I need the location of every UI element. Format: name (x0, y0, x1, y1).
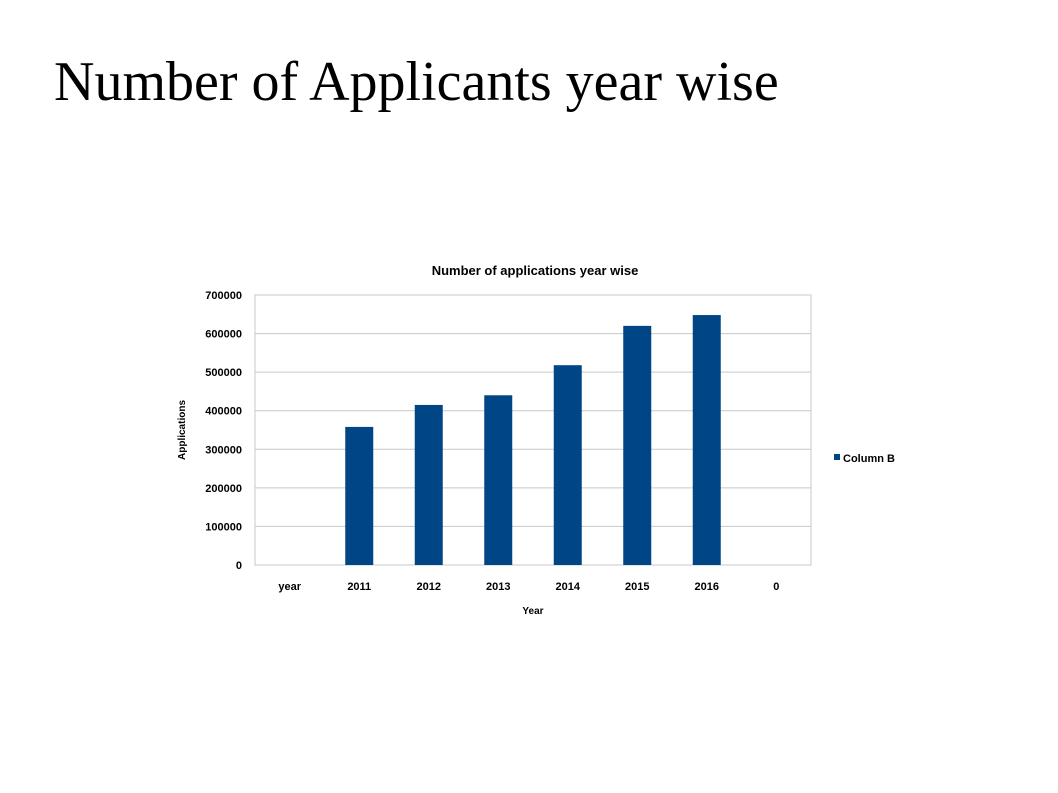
plot-area (254, 294, 812, 566)
y-tick-label: 200000 (205, 483, 242, 495)
y-tick-label: 400000 (205, 406, 242, 418)
y-tick-label: 500000 (205, 367, 242, 379)
x-tick-label: 0 (773, 581, 779, 593)
y-tick-label: 100000 (205, 521, 242, 533)
x-tick-label: 2015 (625, 581, 649, 593)
y-tick-label: 0 (236, 560, 242, 572)
x-tick-label: 2016 (695, 581, 719, 593)
y-axis-title: Applications (177, 400, 188, 460)
x-tick-label: 2013 (486, 581, 510, 593)
x-tick-label: year (278, 581, 301, 593)
x-tick-label: 2012 (417, 581, 441, 593)
x-tick-label: 2014 (556, 581, 581, 593)
legend-swatch (834, 454, 840, 460)
bar-2015 (623, 325, 652, 565)
legend: Column B (834, 453, 895, 465)
slide-title: Number of Applicants year wise (54, 51, 779, 113)
bar-2012 (414, 404, 443, 565)
bar-2011 (345, 426, 374, 565)
x-axis-title: Year (522, 606, 543, 617)
bars (345, 315, 721, 565)
chart-title: Number of applications year wise (432, 263, 639, 278)
x-tick-label: 2011 (347, 581, 371, 593)
y-tick-label: 600000 (205, 329, 242, 341)
bar-2016 (692, 315, 721, 565)
y-tick-label: 700000 (205, 290, 242, 302)
bar-2014 (553, 365, 582, 565)
gridlines (255, 294, 811, 566)
y-axis-ticks: 0 100000 200000 300000 400000 500000 600000 700… (205, 290, 242, 572)
x-axis-ticks: year 2011 2012 2013 2014 2015 2016 0 (278, 581, 779, 593)
legend-label: Column B (843, 453, 895, 465)
bar-2013 (484, 395, 513, 565)
y-tick-label: 300000 (205, 444, 242, 456)
